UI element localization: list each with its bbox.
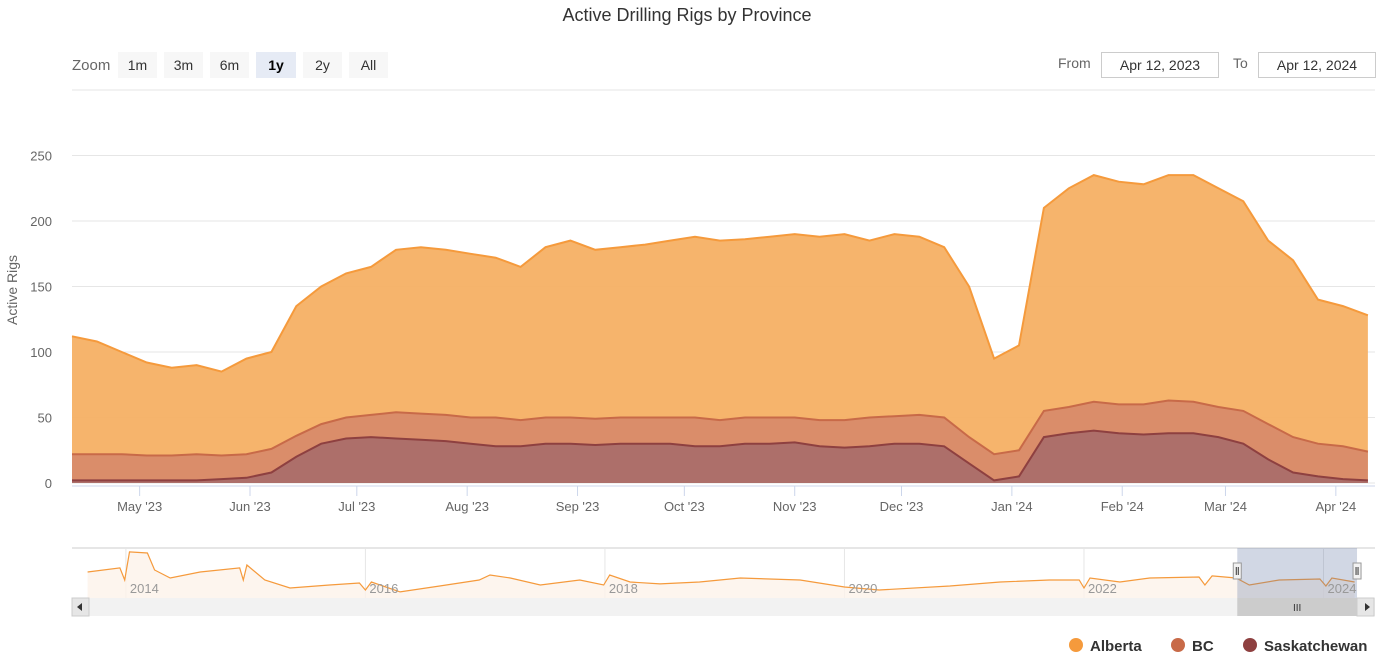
zoom-label: Zoom [72, 57, 111, 74]
y-tick-label: 200 [30, 214, 52, 229]
to-label: To [1233, 55, 1248, 71]
to-date-input[interactable]: Apr 12, 2024 [1258, 52, 1376, 78]
legend-item-alberta[interactable]: Alberta [1069, 638, 1142, 655]
chart-title: Active Drilling Rigs by Province [562, 5, 811, 25]
navigator-year-label: 2020 [848, 581, 877, 596]
legend: Alberta BC Saskatchewan [1069, 638, 1367, 655]
scrollbar-track[interactable] [72, 598, 1375, 616]
area-saskatchewan [72, 430, 1368, 483]
arrow-right-icon [1365, 603, 1370, 611]
from-label: From [1058, 55, 1091, 71]
x-axis: May '23 Jun '23 Jul '23 Aug '23 Sep '23 Oct '… [117, 486, 1356, 514]
x-tick-label: Apr '24 [1315, 499, 1356, 514]
plot-areas [71, 174, 1369, 483]
zoom-1m-button[interactable]: 1m [118, 52, 157, 78]
handle-body[interactable] [1232, 562, 1242, 580]
line-bc [72, 399, 1369, 457]
zoom-6m-button[interactable]: 6m [210, 52, 249, 78]
x-tick-label: Feb '24 [1101, 499, 1144, 514]
legend-label: BC [1192, 638, 1214, 655]
navigator-right-handle[interactable] [1352, 562, 1362, 580]
zoom-1y-button[interactable]: 1y [256, 52, 296, 78]
zoom-3m-button[interactable]: 3m [164, 52, 203, 78]
x-tick-label: Jun '23 [229, 499, 271, 514]
x-tick-label: Dec '23 [880, 499, 924, 514]
x-tick-label: Jul '23 [338, 499, 375, 514]
handle-body[interactable] [1352, 562, 1362, 580]
y-axis-title: Active Rigs [4, 255, 20, 325]
navigator-year-label: 2018 [609, 581, 638, 596]
y-tick-label: 0 [45, 476, 52, 491]
legend-label: Alberta [1090, 638, 1142, 655]
scrollbar-grip: III [1293, 603, 1301, 614]
line-saskatchewan [72, 429, 1368, 482]
navigator[interactable]: 2014 2016 2018 2020 2022 2024 [72, 547, 1375, 598]
legend-marker-icon [1069, 638, 1083, 652]
x-tick-label: Oct '23 [664, 499, 705, 514]
zoom-2y-button[interactable]: 2y [303, 52, 342, 78]
legend-marker-icon [1171, 638, 1185, 652]
scrollbar[interactable]: III [71, 597, 1375, 617]
navigator-year-label: 2014 [130, 581, 159, 596]
legend-marker-icon [1243, 638, 1257, 652]
navigator-year-label: 2022 [1088, 581, 1117, 596]
y-tick-label: 150 [30, 280, 52, 295]
navigator-area [87, 551, 1355, 598]
legend-item-saskatchewan[interactable]: Saskatchewan [1243, 638, 1367, 655]
y-tick-label: 100 [30, 345, 52, 360]
line-alberta [71, 174, 1369, 373]
from-date-input[interactable]: Apr 12, 2023 [1101, 52, 1219, 78]
scrollbar-thumb[interactable] [1237, 598, 1357, 616]
navigator-year-label: 2016 [369, 581, 398, 596]
y-axis: 0 50 100 150 200 250 [30, 149, 52, 492]
area-alberta [72, 175, 1368, 483]
x-tick-label: Sep '23 [556, 499, 600, 514]
legend-label: Saskatchewan [1264, 638, 1367, 655]
navigator-selection[interactable] [1237, 548, 1358, 598]
navigator-year-label: 2024 [1328, 581, 1357, 596]
zoom-all-button[interactable]: All [349, 52, 388, 78]
arrow-left-icon [77, 603, 82, 611]
legend-item-bc[interactable]: BC [1171, 638, 1214, 655]
navigator-left-handle[interactable] [1232, 562, 1242, 580]
x-tick-label: Aug '23 [445, 499, 489, 514]
navigator-line [87, 551, 1355, 593]
x-tick-label: Jan '24 [991, 499, 1033, 514]
x-tick-label: Nov '23 [773, 499, 817, 514]
y-tick-label: 250 [30, 149, 52, 164]
x-tick-label: May '23 [117, 499, 162, 514]
y-tick-label: 50 [38, 411, 52, 426]
x-tick-label: Mar '24 [1204, 499, 1247, 514]
